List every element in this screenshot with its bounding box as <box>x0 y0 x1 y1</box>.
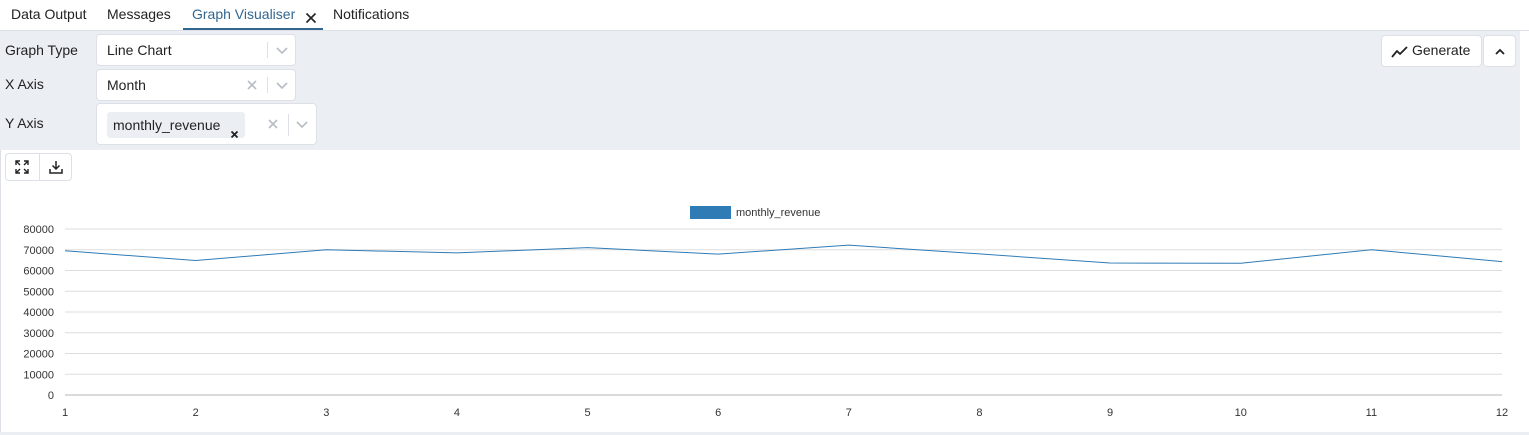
tab-notifications[interactable]: Notifications <box>333 6 410 22</box>
graph-type-label: Graph Type <box>5 42 78 58</box>
x-tick-label: 2 <box>193 407 199 419</box>
y-tick-label: 0 <box>48 390 54 402</box>
x-axis-label: X Axis <box>5 76 44 92</box>
download-icon <box>49 161 63 174</box>
y-tick-label: 20000 <box>23 349 54 361</box>
y-axis-select[interactable]: monthly_revenue <box>96 103 317 145</box>
chevron-down-icon[interactable] <box>275 78 289 92</box>
y-tick-label: 10000 <box>23 369 54 381</box>
x-tick-label: 5 <box>584 407 590 419</box>
expand-icon <box>15 160 29 174</box>
download-button[interactable] <box>40 154 73 180</box>
remove-chip-icon[interactable] <box>230 121 239 139</box>
graph-toolbar <box>5 153 72 181</box>
x-axis-select[interactable]: Month <box>96 69 296 101</box>
graph-type-select[interactable]: Line Chart <box>96 34 296 66</box>
status-strip <box>0 432 1529 435</box>
graph-options-panel: Graph Type Line Chart X Axis Month Y Axi… <box>0 31 1520 150</box>
chevron-down-icon[interactable] <box>295 117 309 131</box>
fullscreen-button[interactable] <box>6 154 39 180</box>
select-separator <box>267 77 268 93</box>
toolbar-separator <box>39 154 40 180</box>
chevron-down-icon[interactable] <box>275 43 289 57</box>
x-tick-label: 4 <box>454 407 460 419</box>
x-tick-label: 11 <box>1366 407 1377 419</box>
chevron-up-icon <box>1495 48 1505 55</box>
line-chart: 0 10000 20000 30000 40000 50000 60000 70000 8000… <box>23 206 1508 419</box>
y-tick-label: 60000 <box>23 266 54 278</box>
tab-data-output[interactable]: Data Output <box>11 6 87 22</box>
x-tick-label: 9 <box>1107 407 1113 419</box>
tab-graph-visualiser-label: Graph Visualiser <box>192 6 296 22</box>
x-axis-value: Month <box>107 77 146 93</box>
close-icon[interactable] <box>303 7 319 24</box>
legend-swatch <box>690 206 731 219</box>
y-axis-chip-label: monthly_revenue <box>113 117 221 133</box>
clear-icon[interactable] <box>245 78 259 92</box>
select-separator <box>288 114 289 136</box>
tab-graph-visualiser[interactable]: Graph Visualiser <box>183 0 323 30</box>
x-tick-label: 3 <box>323 407 329 419</box>
generate-button[interactable]: Generate <box>1381 35 1482 67</box>
x-tick-label: 1 <box>62 407 68 419</box>
y-tick-label: 80000 <box>23 224 54 236</box>
series-line <box>64 244 1503 264</box>
x-tick-label: 8 <box>976 407 982 419</box>
legend-label: monthly_revenue <box>736 207 820 219</box>
y-axis-label: Y Axis <box>5 115 44 131</box>
x-tick-label: 7 <box>846 407 852 419</box>
tab-bar: Data Output Messages Graph Visualiser No… <box>0 0 1529 31</box>
y-tick-label: 70000 <box>23 245 54 257</box>
collapse-button[interactable] <box>1483 35 1516 67</box>
y-tick-label: 40000 <box>23 307 54 319</box>
clear-icon[interactable] <box>266 117 280 131</box>
x-tick-label: 10 <box>1235 407 1247 419</box>
x-tick-label: 6 <box>715 407 721 419</box>
y-tick-label: 30000 <box>23 328 54 340</box>
line-chart-icon <box>1391 45 1408 62</box>
select-separator <box>267 42 268 58</box>
y-tick-label: 50000 <box>23 286 54 298</box>
panel-edge <box>1520 31 1529 432</box>
tab-messages[interactable]: Messages <box>107 6 171 22</box>
y-axis-chip: monthly_revenue <box>107 112 245 139</box>
generate-label: Generate <box>1412 42 1471 58</box>
graph-type-value: Line Chart <box>107 42 172 58</box>
x-tick-label: 12 <box>1496 407 1508 419</box>
